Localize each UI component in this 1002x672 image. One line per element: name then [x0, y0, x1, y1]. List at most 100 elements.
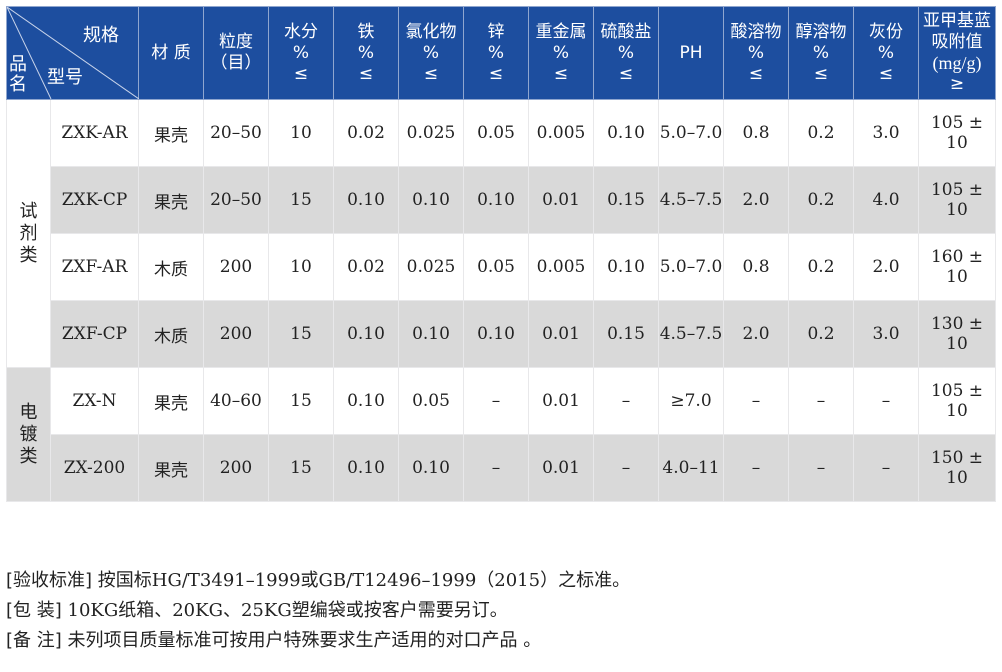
column-header-line: % — [292, 42, 310, 63]
column-header-line: % — [747, 42, 765, 63]
table-body: 试剂类 ZXK-AR 果壳 20–50 10 0.02 0.025 0.05 0.005 0.10… — [6, 99, 996, 502]
value-cell: 0.10 — [398, 434, 464, 502]
category-cell: 试剂类 — [6, 99, 51, 368]
table-row: ZXK-CP 果壳 20–50 15 0.10 0.10 0.10 0.01 0.15 4.5–7… — [7, 166, 996, 234]
value-cell: 105 ± 10 — [918, 99, 996, 167]
value-cell: 0.15 — [593, 166, 659, 234]
category-cell: 电镀类 — [6, 367, 51, 502]
value-cell: 0.10 — [398, 166, 464, 234]
value-cell: 木质 — [138, 300, 204, 368]
model-cell: ZXK-CP — [50, 166, 139, 234]
model-cell: ZXF-CP — [50, 300, 139, 368]
value-cell: 果壳 — [138, 367, 204, 435]
category-label: 试剂类 — [19, 200, 38, 266]
value-cell: 果壳 — [138, 434, 204, 502]
value-cell: 果壳 — [138, 99, 204, 167]
column-header-line: % — [487, 42, 505, 63]
value-cell: – — [593, 367, 659, 435]
column-header-line: ≤ — [293, 63, 309, 84]
value-cell: 0.10 — [593, 99, 659, 167]
column-header-line: % — [812, 42, 830, 63]
column-header-line: % — [422, 42, 440, 63]
value-cell: 0.025 — [398, 99, 464, 167]
column-header: 氯化物% ≤ — [398, 6, 464, 100]
column-header-line: ≤ — [358, 63, 374, 84]
value-cell: 2.0 — [723, 166, 789, 234]
table-row: 试剂类 ZXK-AR 果壳 20–50 10 0.02 0.025 0.05 0.005 0.10… — [6, 99, 996, 368]
value-cell: – — [463, 434, 529, 502]
value-cell: 105 ± 10 — [918, 367, 996, 435]
value-cell: 200 — [203, 300, 269, 368]
value-cell: 0.10 — [333, 166, 399, 234]
column-header-line: 锌 — [487, 21, 505, 42]
corner-spec: 规格 — [83, 25, 119, 46]
value-cell: – — [853, 367, 919, 435]
value-cell: 0.10 — [333, 434, 399, 502]
value-cell: 200 — [203, 233, 269, 301]
value-cell: 2.0 — [853, 233, 919, 301]
value-cell: – — [788, 367, 854, 435]
value-cell: 0.05 — [463, 99, 529, 167]
column-header-line: % — [617, 42, 635, 63]
column-header-line: 水分 — [284, 21, 318, 42]
value-cell: 0.2 — [788, 99, 854, 167]
column-header-line: 灰份 — [869, 21, 903, 42]
value-cell: 0.01 — [528, 166, 594, 234]
model-cell: ZX-200 — [50, 434, 139, 502]
value-cell: 0.01 — [528, 300, 594, 368]
column-header: 灰份% ≤ — [853, 6, 919, 100]
model-cell: ZX-N — [50, 367, 139, 435]
model-cell: ZXK-AR — [50, 99, 139, 167]
value-cell: 4.5–7.5 — [658, 166, 724, 234]
note-packaging: [包 装] 10KG纸箱、20KG、25KG塑编袋或按客户需要另订。 — [6, 600, 508, 621]
column-header-line: ≤ — [813, 63, 829, 84]
value-cell: 0.2 — [788, 166, 854, 234]
table-row: ZXF-AR 木质 200 10 0.02 0.025 0.05 0.005 0.10 5.0–7… — [7, 233, 996, 301]
column-header-line: （目） — [210, 53, 262, 73]
corner-name: 品名 — [9, 54, 27, 95]
column-header-line: 吸附值 — [931, 32, 983, 52]
column-header: PH — [658, 6, 724, 100]
category-label: 电镀类 — [19, 401, 38, 467]
value-cell: 0.2 — [788, 233, 854, 301]
column-header-line: 粒度 — [219, 32, 253, 52]
value-cell: 40–60 — [203, 367, 269, 435]
value-cell: 0.10 — [593, 233, 659, 301]
value-cell: 0.10 — [333, 300, 399, 368]
column-header-line: 材 质 — [151, 42, 191, 63]
value-cell: 0.05 — [398, 367, 464, 435]
value-cell: 5.0–7.0 — [658, 233, 724, 301]
value-cell: 4.0–11 — [658, 434, 724, 502]
value-cell: 105 ± 10 — [918, 166, 996, 234]
header-row: 规格 型号 品名 材 质粒度 （目） 水分% ≤ 铁% ≤ 氯化物% ≤ 锌% ≤ 重金属% ≤ 硫酸盐… — [6, 6, 996, 100]
value-cell: – — [723, 434, 789, 502]
value-cell: 200 — [203, 434, 269, 502]
value-cell: 4.5–7.5 — [658, 300, 724, 368]
value-cell: 20–50 — [203, 99, 269, 167]
table-row: ZX-200 果壳 200 15 0.10 0.10–0.01–4.0–11– – –150 … — [7, 434, 996, 502]
note-acceptance: [验收标准] 按国标HG/T3491–1999或GB/T12496–1999（2… — [6, 570, 631, 591]
column-header-line: ≤ — [553, 63, 569, 84]
value-cell: 0.10 — [398, 300, 464, 368]
diagonal-lines — [7, 7, 139, 99]
value-cell: 0.02 — [333, 233, 399, 301]
value-cell: – — [853, 434, 919, 502]
value-cell: 木质 — [138, 233, 204, 301]
value-cell: 0.02 — [333, 99, 399, 167]
value-cell: 15 — [268, 434, 334, 502]
column-header-line: PH — [679, 42, 703, 63]
corner-model: 型号 — [47, 67, 83, 88]
value-cell: ≥7.0 — [658, 367, 724, 435]
column-header: 水分% ≤ — [268, 6, 334, 100]
column-header-line: 铁 — [357, 21, 375, 42]
value-cell: 20–50 — [203, 166, 269, 234]
value-cell: 15 — [268, 166, 334, 234]
column-header-line: ≤ — [423, 63, 439, 84]
value-cell: 130 ± 10 — [918, 300, 996, 368]
value-cell: 0.01 — [528, 367, 594, 435]
column-header-line: 氯化物 — [405, 21, 457, 42]
value-cell: 15 — [268, 367, 334, 435]
column-header-line: % — [357, 42, 375, 63]
column-header: 亚甲基蓝 吸附值 (mg/g) ≥ — [918, 6, 996, 100]
column-header-line: ≤ — [878, 63, 894, 84]
